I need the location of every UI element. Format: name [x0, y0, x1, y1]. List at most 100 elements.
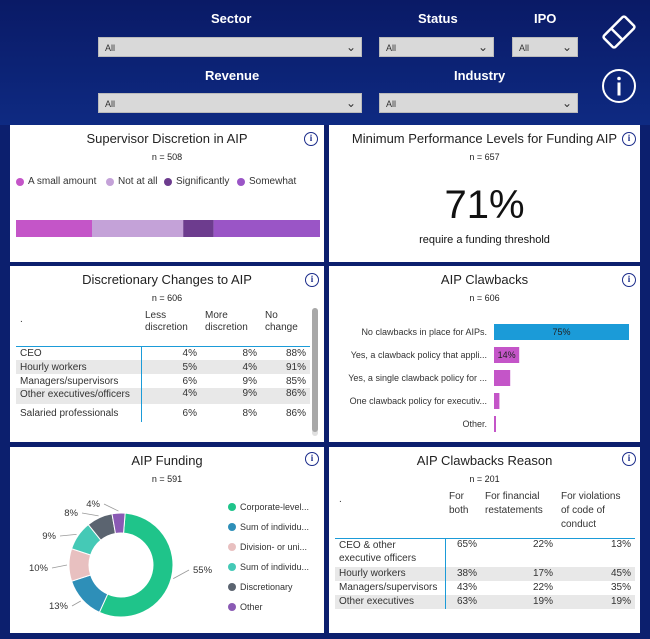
- info-icon[interactable]: i: [305, 273, 319, 287]
- column-header[interactable]: No change: [265, 310, 298, 333]
- table-row: Hourly workers 38% 17% 45%: [335, 566, 635, 581]
- table-row: Other executives 63% 19% 19%: [335, 594, 635, 609]
- legend-label: Somewhat: [249, 176, 297, 187]
- data-label: 55%: [193, 565, 213, 576]
- info-icon[interactable]: i: [304, 132, 318, 146]
- data-label: 8%: [64, 508, 78, 519]
- stacked-segment[interactable]: [183, 220, 214, 237]
- legend-item[interactable]: Division- or uni...: [228, 542, 307, 552]
- legend-swatch: [228, 503, 236, 511]
- row-label: CEO & other executive officers: [335, 538, 446, 567]
- legend-item[interactable]: Sum of individu...: [228, 562, 309, 572]
- stacked-segment[interactable]: [213, 220, 320, 237]
- legend-item: Not at all: [106, 176, 157, 187]
- table-row: CEO & other executive officers 65% 22% 13%: [335, 538, 635, 567]
- cell-value: 13%: [610, 538, 631, 550]
- row-label: Other executives: [335, 594, 446, 609]
- data-label: 14%: [498, 350, 516, 360]
- cell-value: 85%: [285, 375, 306, 387]
- cell-value: 8%: [242, 407, 257, 419]
- legend-item[interactable]: Sum of individu...: [228, 522, 309, 532]
- cell-value: 19%: [532, 596, 553, 607]
- row-label: Hourly workers: [16, 360, 142, 374]
- donut-slice[interactable]: [70, 574, 109, 613]
- donut-slice[interactable]: [111, 512, 126, 535]
- column-header[interactable]: For both: [449, 491, 469, 516]
- status-value: All: [386, 43, 397, 53]
- cell-value: 17%: [532, 568, 553, 579]
- sample-size: n = 591: [151, 474, 183, 484]
- status-dropdown[interactable]: All ⌄: [379, 37, 494, 57]
- legend-item: Significantly: [164, 176, 229, 187]
- legend-item: A small amount: [16, 176, 96, 187]
- cell-value: 5%: [182, 361, 197, 373]
- legend-item[interactable]: Corporate-level...: [228, 502, 309, 512]
- info-icon[interactable]: i: [622, 132, 636, 146]
- cell-value: 6%: [182, 375, 197, 387]
- bar-label: Other.: [462, 419, 487, 429]
- row-label: Salaried professionals: [16, 404, 142, 422]
- panel-title: AIP Clawbacks Reason: [416, 453, 553, 468]
- stacked-segment[interactable]: [16, 220, 92, 237]
- legend-swatch: [16, 177, 24, 186]
- stacked-bar: [16, 220, 320, 237]
- legend-label: Significantly: [176, 176, 230, 187]
- legend-swatch: [228, 583, 236, 591]
- legend-label: Corporate-level...: [240, 502, 310, 512]
- discretionary-table: . Less discretion More discretion No cha…: [16, 310, 310, 422]
- supervisor-discretion-panel: Supervisor Discretion in AIP i n = 508 A…: [10, 125, 324, 262]
- legend-item[interactable]: Discretionary: [228, 582, 293, 592]
- revenue-label: Revenue: [205, 68, 260, 83]
- column-header[interactable]: Less discretion: [145, 310, 188, 333]
- column-header[interactable]: More discretion: [205, 310, 248, 333]
- leader-line: [81, 512, 99, 517]
- legend-label: Sum of individu...: [240, 562, 310, 572]
- legend-swatch: [228, 543, 236, 551]
- cell-value: 86%: [285, 388, 306, 399]
- cell-value: 86%: [285, 407, 306, 419]
- clawbacks-bar-chart: No clawbacks in place for AIPs. 75% Yes, a…: [348, 324, 629, 432]
- bar[interactable]: [494, 324, 629, 340]
- cell-value: 43%: [456, 582, 477, 593]
- bar[interactable]: [494, 370, 511, 386]
- ipo-dropdown[interactable]: All ⌄: [512, 37, 578, 57]
- sector-dropdown[interactable]: All ⌄: [98, 37, 362, 57]
- table-header-row: . Less discretion More discretion No cha…: [16, 310, 310, 346]
- bar-label: Yes, a single clawback policy for ...: [348, 373, 487, 383]
- info-icon[interactable]: i: [622, 273, 636, 287]
- column-header[interactable]: For violations of code of conduct: [561, 491, 621, 530]
- column-header[interactable]: For financial restatements: [485, 491, 543, 516]
- info-icon[interactable]: i: [305, 452, 319, 466]
- legend-item[interactable]: Other: [228, 602, 263, 612]
- cell-value: 45%: [610, 568, 631, 579]
- cell-value: 91%: [285, 361, 306, 373]
- info-icon[interactable]: [600, 67, 638, 105]
- data-label: 75%: [552, 327, 570, 337]
- bar[interactable]: [494, 347, 520, 363]
- bar[interactable]: [494, 393, 500, 409]
- revenue-value: All: [105, 99, 116, 109]
- industry-value: All: [386, 99, 397, 109]
- info-icon[interactable]: i: [622, 452, 636, 466]
- table-row: Managers/supervisors 43% 22% 35%: [335, 580, 635, 595]
- cell-value: 22%: [532, 538, 553, 550]
- revenue-dropdown[interactable]: All ⌄: [98, 93, 362, 113]
- legend-label: A small amount: [28, 176, 97, 187]
- industry-dropdown[interactable]: All ⌄: [379, 93, 578, 113]
- legend-label: Discretionary: [240, 582, 293, 592]
- table-header-row: . For both For financial restatements Fo…: [335, 490, 635, 538]
- bar[interactable]: [494, 416, 496, 432]
- stacked-segment[interactable]: [92, 220, 184, 237]
- donut-slice[interactable]: [98, 512, 174, 618]
- column-header: .: [20, 314, 23, 325]
- data-label: 10%: [29, 563, 49, 574]
- cell-value: 4%: [182, 388, 197, 399]
- clawbacks-reason-table: . For both For financial restatements Fo…: [335, 490, 635, 609]
- legend-swatch: [228, 603, 236, 611]
- eraser-icon[interactable]: [599, 12, 639, 52]
- legend-swatch: [228, 523, 236, 531]
- panel-title: AIP Clawbacks: [440, 272, 529, 287]
- cell-value: 19%: [610, 596, 631, 607]
- cell-value: 63%: [456, 596, 477, 607]
- scrollbar-thumb[interactable]: [312, 308, 318, 432]
